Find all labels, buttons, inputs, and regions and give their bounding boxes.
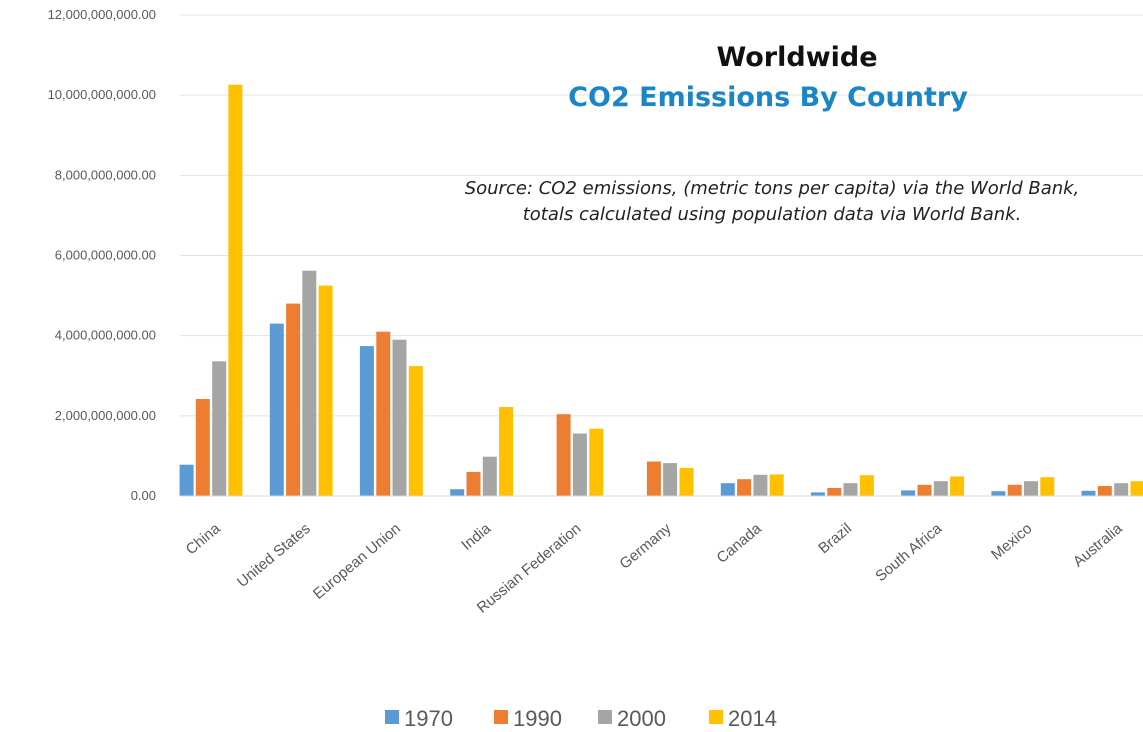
bar-2014-united-states xyxy=(318,285,333,496)
legend-label-1990: 1990 xyxy=(513,706,562,731)
legend-swatch-2014 xyxy=(709,710,723,724)
chart-subtitle: CO2 Emissions By Country xyxy=(568,82,968,113)
source-note-line-2: totals calculated using population data … xyxy=(523,204,1022,225)
x-tick-label: South Africa xyxy=(872,520,945,585)
bar-2000-brazil xyxy=(843,483,858,496)
y-tick-label: 10,000,000,000.00 xyxy=(48,87,156,102)
bar-2000-russian-federation xyxy=(572,433,587,496)
bar-1970-india xyxy=(450,489,465,496)
bar-2014-canada xyxy=(769,474,784,496)
x-tick-label: Canada xyxy=(714,520,766,567)
x-tick-label: India xyxy=(458,520,494,554)
bar-2014-germany xyxy=(679,467,694,496)
bar-2014-china xyxy=(228,84,243,496)
bar-1970-china xyxy=(179,464,194,496)
bar-2000-european-union xyxy=(392,339,407,496)
bar-1990-china xyxy=(195,399,210,496)
bar-1990-european-union xyxy=(376,331,391,496)
y-tick-label: 6,000,000,000.00 xyxy=(55,248,156,263)
legend-swatch-1970 xyxy=(385,710,399,724)
bar-1990-canada xyxy=(737,479,752,496)
bar-2000-united-states xyxy=(302,270,317,496)
bar-2000-south-africa xyxy=(933,481,948,496)
bar-2000-india xyxy=(482,456,497,496)
legend-swatch-2000 xyxy=(598,710,612,724)
chart-title: Worldwide xyxy=(716,42,877,73)
bar-1990-united-states xyxy=(286,303,301,496)
bar-1970-european-union xyxy=(359,346,374,496)
y-tick-label: 8,000,000,000.00 xyxy=(55,167,156,182)
bar-1990-south-africa xyxy=(917,484,932,496)
bar-2014-india xyxy=(499,407,514,496)
y-tick-label: 4,000,000,000.00 xyxy=(55,328,156,343)
x-tick-label: European Union xyxy=(310,520,404,603)
bar-2000-australia xyxy=(1114,483,1129,496)
x-tick-label: China xyxy=(183,520,224,559)
bar-2014-south-africa xyxy=(950,476,965,496)
bar-2000-germany xyxy=(663,463,678,496)
bar-2014-mexico xyxy=(1040,477,1055,496)
source-note-line-1: Source: CO2 emissions, (metric tons per … xyxy=(465,178,1080,199)
legend-swatch-1990 xyxy=(494,710,508,724)
bar-1990-germany xyxy=(646,461,661,496)
bar-2014-brazil xyxy=(859,475,874,496)
x-tick-label: United States xyxy=(234,520,314,591)
x-tick-label: Mexico xyxy=(988,520,1035,564)
bar-1970-brazil xyxy=(810,492,825,496)
bar-2014-russian-federation xyxy=(589,428,604,496)
bar-1990-brazil xyxy=(827,488,842,496)
bar-1990-russian-federation xyxy=(556,414,571,496)
bar-1990-mexico xyxy=(1007,484,1022,496)
x-tick-label: Germany xyxy=(616,520,675,573)
bars xyxy=(179,84,1143,496)
bar-1990-india xyxy=(466,471,481,496)
bar-2000-canada xyxy=(753,474,768,496)
legend-label-1970: 1970 xyxy=(404,706,453,731)
bar-1970-mexico xyxy=(991,491,1006,496)
legend-label-2014: 2014 xyxy=(728,706,777,731)
y-tick-label: 0.00 xyxy=(131,488,156,503)
bar-1970-united-states xyxy=(269,323,284,496)
y-tick-label: 12,000,000,000.00 xyxy=(48,7,156,22)
legend-label-2000: 2000 xyxy=(617,706,666,731)
gridlines xyxy=(180,14,1143,417)
legend: 1970 1990 2000 2014 xyxy=(385,706,777,731)
x-tick-label: Brazil xyxy=(815,520,855,557)
y-axis-tick-labels: 0.00 2,000,000,000.00 4,000,000,000.00 6,00… xyxy=(48,7,156,503)
bar-2014-australia xyxy=(1130,481,1143,496)
x-tick-label: Australia xyxy=(1070,520,1126,571)
bar-1990-australia xyxy=(1097,486,1112,496)
y-tick-label: 2,000,000,000.00 xyxy=(55,408,156,423)
bar-1970-canada xyxy=(720,483,735,496)
bar-2000-china xyxy=(212,361,227,496)
bar-1970-south-africa xyxy=(901,490,916,496)
bar-1970-australia xyxy=(1081,490,1096,496)
bar-2000-mexico xyxy=(1024,481,1038,496)
bar-2014-european-union xyxy=(408,366,423,496)
